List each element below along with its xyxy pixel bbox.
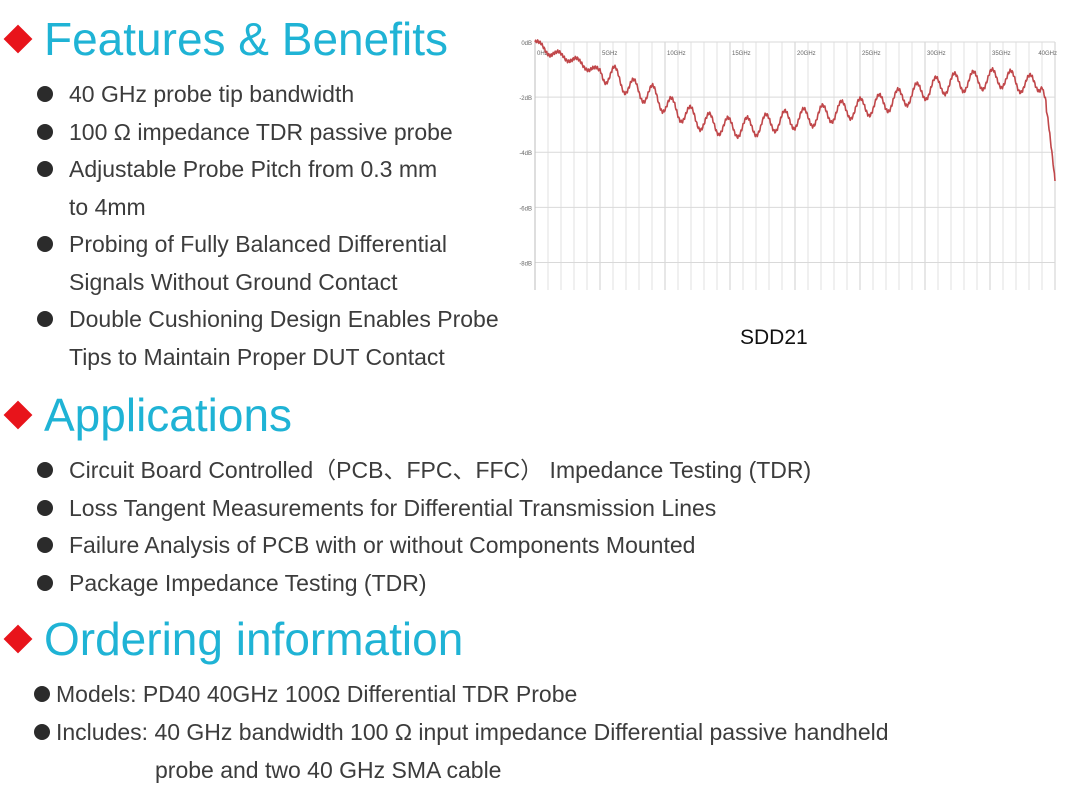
bullet-icon: [37, 86, 53, 102]
applications-item: Circuit Board Controlled（PCB、FPC、FFC） Im…: [34, 452, 811, 490]
applications-item: Package Impedance Testing (TDR): [34, 565, 811, 603]
bullet-icon: [37, 499, 53, 516]
features-list: 40 GHz probe tip bandwidth 100 Ω impedanc…: [34, 76, 499, 376]
bullet-icon: [34, 686, 50, 702]
features-item-text: Signals Without Ground Contact: [69, 268, 398, 295]
x-tick-label: 25GHz: [862, 51, 881, 57]
bullet-icon: [37, 311, 53, 327]
x-tick-label: 5GHz: [602, 51, 617, 57]
bullet-icon: [34, 724, 50, 740]
ordering-heading: Ordering information: [3, 613, 464, 665]
red-diamond-icon: [3, 400, 33, 430]
bullet-icon: [37, 123, 53, 140]
y-tick-label: -4dB: [519, 151, 532, 157]
features-heading: Features & Benefits: [3, 13, 448, 65]
x-tick-label: 15GHz: [732, 51, 751, 57]
ordering-includes: Includes: 40 GHz bandwidth 100 Ω input i…: [32, 713, 889, 751]
sdd21-chart: 0dB -2dB -4dB -6dB -8dB 0Hz 5GHz 10GHz 15GHz 20GH…: [519, 39, 1057, 290]
bullet-icon: [37, 462, 53, 478]
features-item-text: Adjustable Probe Pitch from 0.3 mm: [69, 156, 438, 182]
bullet-icon: [37, 574, 53, 591]
features-item: Double Cushioning Design Enables Probe Ti…: [34, 301, 499, 376]
applications-item-text: Package Impedance Testing (TDR): [69, 569, 427, 596]
features-item: Adjustable Probe Pitch from 0.3 mm to 4mm: [34, 151, 499, 226]
bullet-icon: [37, 537, 53, 553]
models-text: Models: PD40 40GHz 100Ω Differential TDR…: [56, 681, 578, 707]
x-tick-label: 35GHz: [992, 51, 1011, 57]
applications-title: Applications: [44, 389, 293, 441]
x-tick-label: 10GHz: [667, 51, 686, 57]
applications-heading: Applications: [3, 389, 293, 441]
features-item-text: 100 Ω impedance TDR passive probe: [69, 118, 453, 145]
red-diamond-icon: [3, 24, 33, 54]
ordering-title: Ordering information: [44, 613, 464, 665]
red-diamond-icon: [3, 624, 33, 654]
applications-item-text: Circuit Board Controlled（PCB、FPC、FFC） Im…: [69, 457, 812, 483]
includes-continuation: probe and two 40 GHz SMA cable: [155, 757, 502, 783]
features-item: 100 Ω impedance TDR passive probe: [34, 114, 499, 152]
features-item: Probing of Fully Balanced Differential Si…: [34, 226, 499, 301]
y-tick-label: 0dB: [521, 41, 532, 47]
ordering-details: Models: PD40 40GHz 100Ω Differential TDR…: [32, 675, 889, 789]
bullet-icon: [37, 236, 53, 252]
ordering-models: Models: PD40 40GHz 100Ω Differential TDR…: [32, 675, 889, 713]
y-tick-label: -2dB: [519, 96, 532, 102]
features-item-text: Probing of Fully Balanced Differential: [69, 231, 448, 257]
chart-caption: SDD21: [740, 326, 808, 349]
x-tick-label: 40GHz: [1038, 51, 1057, 57]
applications-item: Loss Tangent Measurements for Differenti…: [34, 490, 811, 528]
applications-item-text: Loss Tangent Measurements for Differenti…: [69, 494, 717, 521]
features-item-text: Tips to Maintain Proper DUT Contact: [69, 343, 445, 370]
y-tick-label: -6dB: [519, 206, 532, 212]
x-tick-label: 0Hz: [537, 51, 548, 57]
features-item-text: Double Cushioning Design Enables Probe: [69, 306, 499, 332]
features-item-text: 40 GHz probe tip bandwidth: [69, 81, 355, 107]
applications-list: Circuit Board Controlled（PCB、FPC、FFC） Im…: [34, 452, 811, 602]
applications-item: Failure Analysis of PCB with or without …: [34, 527, 811, 565]
x-tick-label: 30GHz: [927, 51, 946, 57]
includes-text: Includes: 40 GHz bandwidth 100 Ω input i…: [56, 719, 889, 745]
features-title: Features & Benefits: [44, 13, 448, 65]
y-tick-label: -8dB: [519, 261, 532, 267]
bullet-icon: [37, 161, 53, 177]
sdd21-series-line: [534, 39, 1056, 182]
features-item: 40 GHz probe tip bandwidth: [34, 76, 499, 114]
applications-item-text: Failure Analysis of PCB with or without …: [69, 532, 696, 558]
x-tick-label: 20GHz: [797, 51, 816, 57]
features-item-text: to 4mm: [69, 193, 146, 220]
